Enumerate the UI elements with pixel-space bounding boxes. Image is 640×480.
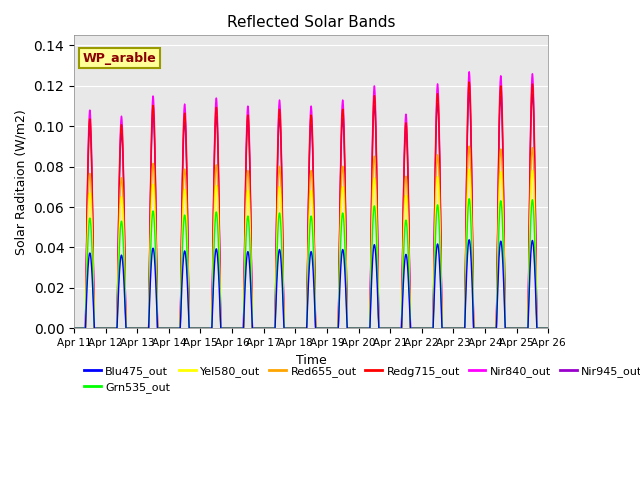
Y-axis label: Solar Raditaion (W/m2): Solar Raditaion (W/m2) — [15, 109, 28, 255]
Text: WP_arable: WP_arable — [83, 52, 156, 65]
Title: Reflected Solar Bands: Reflected Solar Bands — [227, 15, 396, 30]
Legend: Blu475_out, Grn535_out, Yel580_out, Red655_out, Redg715_out, Nir840_out, Nir945_: Blu475_out, Grn535_out, Yel580_out, Red6… — [79, 361, 640, 397]
X-axis label: Time: Time — [296, 354, 326, 367]
